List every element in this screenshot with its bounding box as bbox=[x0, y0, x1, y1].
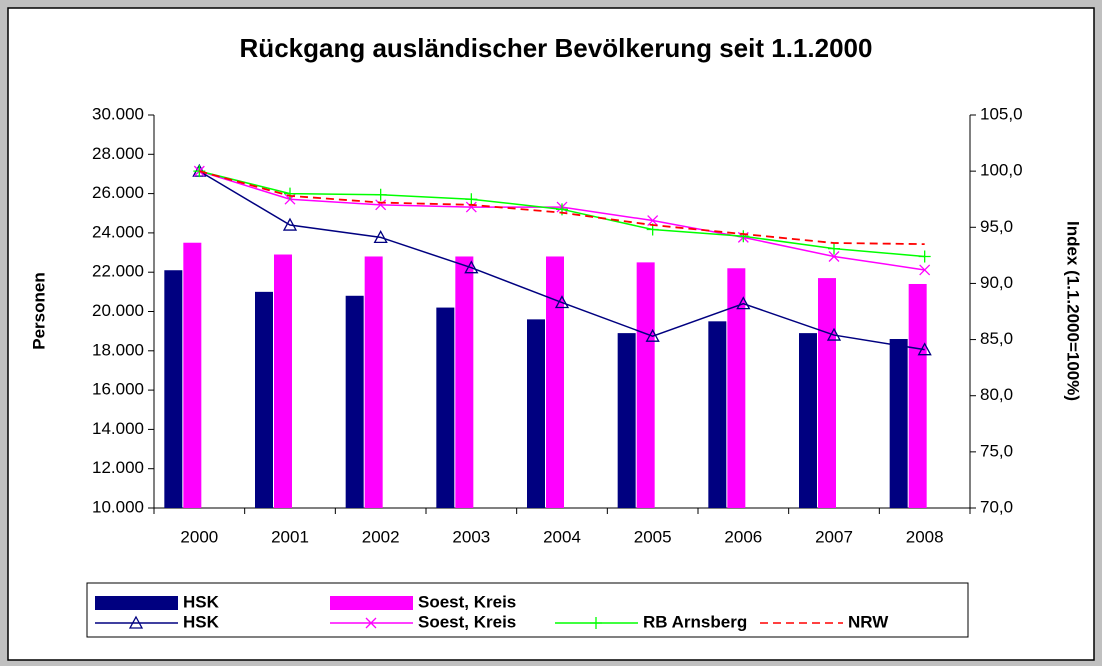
marker bbox=[590, 617, 602, 629]
legend-label: Soest, Kreis bbox=[418, 592, 516, 611]
y2-axis-label: Index (1.1.2000=100%) bbox=[1064, 221, 1083, 401]
bar bbox=[708, 321, 727, 508]
marker bbox=[828, 251, 840, 262]
x-tick-label: 2008 bbox=[906, 527, 944, 546]
marker bbox=[284, 187, 296, 200]
bar bbox=[183, 242, 202, 508]
bar bbox=[727, 268, 746, 508]
y2-tick-label: 80,0 bbox=[980, 385, 1013, 404]
marker bbox=[737, 230, 750, 243]
y-tick-label: 26.000 bbox=[92, 183, 144, 202]
y-tick-label: 18.000 bbox=[92, 340, 144, 359]
marker bbox=[464, 260, 479, 274]
bar bbox=[636, 262, 655, 508]
bar bbox=[164, 270, 183, 508]
bar bbox=[799, 333, 817, 508]
line bbox=[198, 170, 925, 351]
marker bbox=[128, 615, 144, 629]
marker bbox=[828, 242, 840, 255]
marker bbox=[193, 165, 206, 178]
y-tick-label: 16.000 bbox=[92, 380, 144, 399]
x-tick-label: 2001 bbox=[271, 527, 309, 546]
bar bbox=[546, 256, 564, 508]
bar bbox=[908, 283, 927, 508]
bar bbox=[889, 339, 908, 508]
y-tick-label: 12.000 bbox=[92, 458, 144, 477]
marker bbox=[375, 199, 387, 211]
x-tick-label: 2003 bbox=[452, 527, 490, 546]
bar bbox=[818, 278, 836, 508]
x-tick-label: 2004 bbox=[543, 527, 581, 546]
y2-tick-label: 85,0 bbox=[980, 329, 1013, 348]
legend-swatch bbox=[95, 596, 178, 610]
bar bbox=[436, 307, 455, 508]
y-tick-label: 14.000 bbox=[92, 419, 144, 438]
chart-title: Rückgang ausländischer Bevölkerung seit … bbox=[240, 33, 873, 63]
marker bbox=[282, 217, 298, 231]
bar bbox=[274, 254, 292, 508]
y-tick-label: 24.000 bbox=[92, 222, 144, 241]
y2-tick-label: 100,0 bbox=[980, 161, 1023, 180]
marker bbox=[645, 328, 660, 342]
legend-box bbox=[86, 582, 969, 638]
marker bbox=[919, 264, 931, 276]
y-tick-label: 30.000 bbox=[92, 104, 144, 123]
legend-swatch bbox=[330, 596, 413, 610]
legend-label: NRW bbox=[848, 612, 889, 631]
marker bbox=[465, 193, 478, 206]
y-tick-label: 20.000 bbox=[92, 301, 144, 320]
y-tick-label: 28.000 bbox=[92, 144, 144, 163]
marker bbox=[373, 230, 388, 244]
legend-label: HSK bbox=[183, 612, 220, 631]
y-tick-label: 22.000 bbox=[92, 262, 144, 281]
marker bbox=[374, 188, 387, 201]
y2-tick-label: 70,0 bbox=[980, 497, 1013, 516]
x-tick-label: 2006 bbox=[724, 527, 762, 546]
bar bbox=[617, 333, 636, 508]
y-tick-label: 10.000 bbox=[92, 497, 144, 516]
y2-tick-label: 105,0 bbox=[980, 104, 1023, 123]
x-tick-label: 2007 bbox=[815, 527, 853, 546]
y2-tick-label: 90,0 bbox=[980, 273, 1013, 292]
marker bbox=[918, 250, 931, 263]
x-tick-label: 2000 bbox=[180, 527, 218, 546]
x-tick-label: 2002 bbox=[362, 527, 400, 546]
bar bbox=[527, 319, 545, 508]
legend-label: Soest, Kreis bbox=[418, 612, 516, 631]
line bbox=[199, 170, 925, 246]
bar bbox=[255, 291, 273, 508]
marker bbox=[736, 296, 751, 310]
marker bbox=[647, 215, 659, 227]
legend-label: RB Arnsberg bbox=[643, 612, 747, 631]
legend-label: HSK bbox=[183, 592, 220, 611]
y-axis-label: Personen bbox=[29, 272, 48, 349]
x-tick-label: 2005 bbox=[634, 527, 672, 546]
bar bbox=[364, 256, 383, 508]
marker bbox=[917, 342, 932, 356]
bar bbox=[345, 295, 364, 508]
marker bbox=[554, 295, 570, 309]
marker bbox=[365, 617, 377, 629]
y2-tick-label: 95,0 bbox=[980, 217, 1013, 236]
marker bbox=[826, 327, 842, 341]
y2-tick-label: 75,0 bbox=[980, 441, 1013, 460]
bar bbox=[455, 256, 474, 508]
marker bbox=[465, 201, 477, 213]
